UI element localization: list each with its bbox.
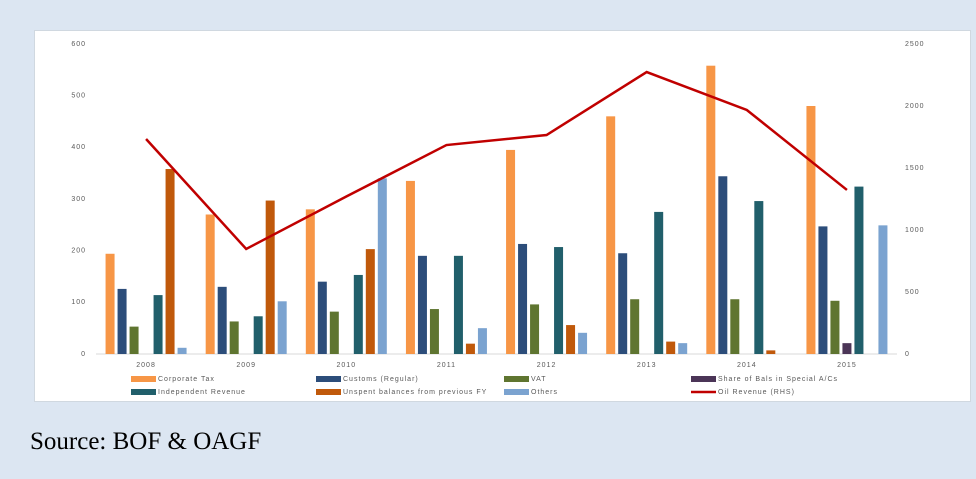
bar — [854, 186, 864, 354]
legend-swatch — [504, 389, 529, 395]
bar — [253, 316, 263, 354]
legend-swatch — [691, 376, 716, 382]
bar — [506, 149, 516, 354]
bar — [453, 255, 463, 354]
bar — [229, 321, 239, 354]
x-tick-label: 2009 — [236, 362, 256, 369]
y2-tick-label: 2500 — [905, 41, 925, 48]
bar — [606, 116, 616, 354]
bar — [666, 341, 676, 354]
bar — [377, 178, 387, 354]
y2-tick-label: 500 — [905, 289, 920, 296]
y-tick-label: 200 — [71, 248, 86, 255]
bar — [429, 309, 439, 354]
legend-label: Independent Revenue — [158, 389, 246, 396]
bar — [878, 225, 888, 354]
bar — [842, 343, 852, 354]
legend-swatch — [131, 389, 156, 395]
bar — [766, 350, 776, 354]
y2-tick-label: 2000 — [905, 103, 925, 110]
y2-tick-label: 0 — [905, 351, 910, 358]
bar — [365, 249, 375, 354]
bar — [678, 343, 688, 354]
y-tick-label: 100 — [71, 299, 86, 306]
y-tick-label: 0 — [81, 351, 86, 358]
bar — [566, 325, 576, 354]
bar — [177, 347, 187, 354]
bar — [277, 301, 287, 354]
bar — [806, 106, 816, 354]
bar — [818, 226, 828, 354]
bar — [554, 247, 564, 354]
y-tick-label: 600 — [71, 41, 86, 48]
y-tick-label: 400 — [71, 144, 86, 151]
legend-label: Share of Bals in Special A/Cs — [718, 376, 838, 383]
bar — [205, 214, 215, 354]
legend-swatch — [131, 376, 156, 382]
bar — [353, 274, 363, 354]
bar — [578, 332, 588, 354]
x-tick-label: 2008 — [136, 362, 156, 369]
bar — [417, 255, 427, 354]
bar — [129, 326, 139, 354]
x-tick-label: 2014 — [737, 362, 757, 369]
legend-label: Others — [531, 389, 558, 396]
x-tick-label: 2012 — [537, 362, 557, 369]
legend-label: Customs (Regular) — [343, 376, 419, 383]
bar — [730, 299, 740, 354]
bar — [706, 65, 716, 354]
bar — [630, 299, 640, 354]
bar — [405, 180, 415, 354]
bar — [329, 311, 339, 354]
bar — [618, 253, 628, 354]
chart: 0 100 200 300 400 500 600 0 500 1000 1500 2000 2500 2… — [34, 30, 971, 402]
y2-tick-label: 1000 — [905, 227, 925, 234]
bar — [105, 253, 115, 354]
bar — [317, 281, 327, 354]
bar — [830, 300, 840, 354]
legend-label: VAT — [531, 376, 547, 383]
x-tick-label: 2013 — [637, 362, 657, 369]
bar — [117, 288, 127, 354]
y2-tick-label: 1500 — [905, 165, 925, 172]
x-tick-label: 2010 — [337, 362, 357, 369]
x-tick-label: 2015 — [837, 362, 857, 369]
legend-swatch — [316, 389, 341, 395]
legend-label: Oil Revenue (RHS) — [718, 389, 795, 396]
bar — [265, 200, 275, 354]
bar — [718, 176, 728, 354]
legend-swatch — [504, 376, 529, 382]
legend-label: Corporate Tax — [158, 376, 215, 383]
bar — [477, 328, 487, 354]
bar — [530, 304, 540, 354]
bar — [153, 295, 163, 354]
legend-label: Unspent balances from previous FY — [343, 389, 487, 396]
legend-swatch — [316, 376, 341, 382]
bar — [465, 343, 475, 354]
y-tick-label: 300 — [71, 196, 86, 203]
bar — [305, 209, 315, 354]
bar — [217, 286, 227, 354]
y-tick-label: 500 — [71, 93, 86, 100]
x-tick-label: 2011 — [437, 362, 456, 369]
bar — [754, 201, 764, 354]
bar — [518, 243, 528, 354]
line-series — [145, 70, 848, 251]
source-note: Source: BOF & OAGF — [30, 428, 262, 455]
bar — [654, 211, 664, 354]
bar — [165, 169, 175, 354]
